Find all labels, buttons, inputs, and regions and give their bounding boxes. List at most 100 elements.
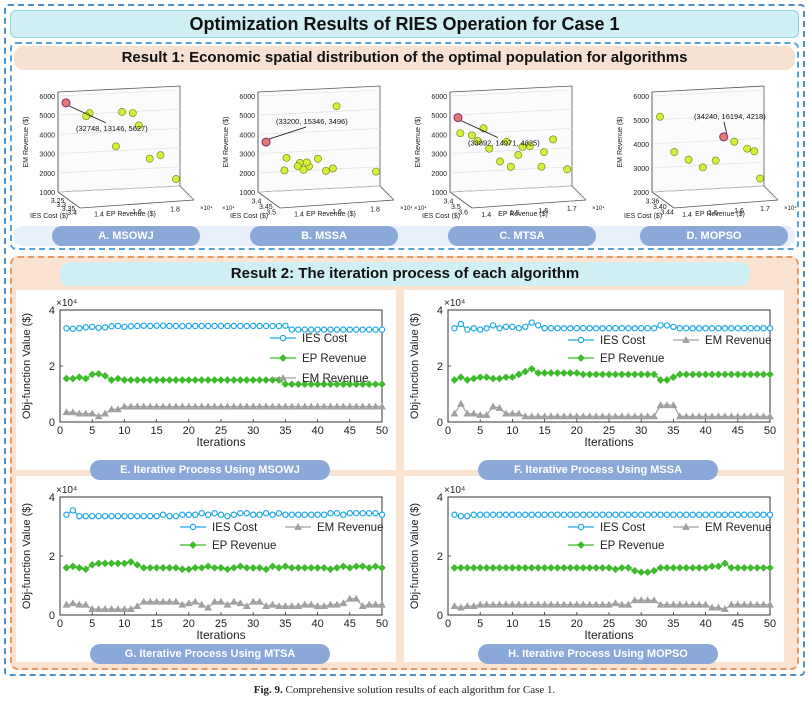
data-point [688, 370, 697, 379]
data-point [708, 511, 716, 518]
data-point [669, 401, 678, 409]
data-point [695, 370, 703, 379]
y-tick-label: 4 [49, 492, 55, 504]
x-tick-label: 20 [183, 425, 195, 437]
data-point [759, 600, 768, 608]
x-tick-label: 45 [732, 618, 744, 630]
result2-title: Result 2: The iteration process of each … [60, 262, 750, 286]
scatter-point [525, 142, 534, 151]
scatter-highlight-point [61, 98, 71, 108]
data-point [766, 325, 774, 332]
data-point [476, 563, 485, 572]
data-point [120, 402, 129, 410]
data-point [120, 559, 129, 568]
data-point [333, 563, 341, 572]
data-point [650, 596, 658, 604]
legend-marker [279, 373, 287, 381]
data-point [268, 402, 277, 410]
data-point [198, 510, 205, 517]
data-point [333, 380, 341, 389]
legend-marker [682, 522, 690, 530]
data-point [345, 402, 354, 410]
data-point [611, 412, 620, 420]
scatter-point [496, 157, 504, 166]
data-point [81, 600, 90, 608]
data-point [721, 370, 729, 379]
data-point [670, 323, 677, 330]
data-point [95, 512, 102, 520]
scatter-z-tick: 5000 [633, 118, 649, 125]
scatter-z-tick: 1000 [39, 190, 55, 197]
scatter-z-tick: 1000 [431, 190, 447, 197]
data-point [669, 563, 678, 572]
data-point [489, 563, 497, 572]
data-point [643, 596, 652, 604]
data-point [217, 511, 225, 518]
data-point [139, 402, 148, 410]
data-point [560, 412, 568, 420]
data-point [759, 370, 768, 379]
data-point [210, 563, 219, 572]
data-point [741, 511, 748, 518]
data-point [663, 376, 671, 384]
scatter-point [299, 165, 308, 174]
data-point [159, 511, 167, 518]
data-point [663, 511, 671, 518]
scatter-z-tick: 4000 [633, 142, 649, 149]
legend-label: EM Revenue [705, 522, 771, 534]
data-point [509, 323, 516, 330]
data-point [580, 325, 587, 332]
data-point [184, 402, 193, 410]
data-point [339, 599, 348, 607]
data-point [740, 370, 749, 379]
data-point [204, 603, 213, 611]
data-point [721, 559, 729, 568]
data-point [353, 326, 360, 333]
data-point [585, 563, 594, 572]
y-tick-label: 2 [49, 361, 55, 373]
label-mssa: B. MSSA [250, 226, 398, 246]
data-point [365, 326, 373, 333]
data-point [184, 376, 193, 384]
data-point [451, 511, 458, 518]
x-tick-label: 0 [57, 425, 63, 437]
scatter-axis-edge [379, 185, 395, 201]
x-tick-label: 40 [699, 425, 711, 437]
data-point [592, 325, 600, 332]
x-tick-label: 20 [571, 425, 583, 437]
data-point [727, 412, 736, 420]
data-point [508, 373, 517, 382]
data-point [333, 600, 341, 608]
scatter-y-tick: 1.4 [294, 212, 304, 219]
result1-label-strip [14, 226, 795, 246]
data-point [63, 325, 70, 332]
annotation-arrow [460, 120, 499, 139]
data-point [281, 562, 290, 571]
line-chart-f: 0 5 10 15 20 25 30 35 40 45 50 0 2 4×10⁴ Iterations Obj… [409, 298, 776, 449]
x-tick-label: 25 [215, 618, 227, 630]
data-point [101, 324, 109, 331]
data-point [464, 326, 471, 333]
data-point [255, 376, 264, 384]
data-point [760, 511, 767, 518]
legend-label: EP Revenue [212, 540, 276, 552]
data-point [734, 511, 742, 518]
data-point [76, 512, 83, 520]
data-point [682, 370, 691, 379]
data-point [605, 600, 613, 608]
scatter-axis-edge [449, 191, 473, 209]
scatter-back-wall [257, 85, 381, 193]
data-point [470, 325, 477, 332]
legend-marker [577, 354, 585, 362]
scatter-point [750, 147, 759, 156]
data-point [365, 510, 373, 517]
scatter-z-label: EM Revenue ($) [223, 117, 230, 168]
legend-marker [577, 541, 585, 549]
data-point [721, 605, 729, 613]
data-point [502, 323, 510, 330]
data-point [281, 402, 290, 410]
data-point [618, 511, 626, 518]
scatter-point [506, 162, 515, 171]
data-point [689, 325, 696, 332]
data-point [541, 511, 548, 518]
